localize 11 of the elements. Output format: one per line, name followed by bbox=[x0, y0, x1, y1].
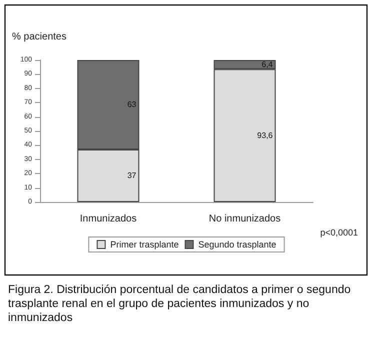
text: p<0,0001 bbox=[320, 228, 358, 238]
legend-label: Segundo trasplante bbox=[198, 240, 276, 250]
x-tick-label: Inmunizados bbox=[80, 214, 137, 224]
x-tick-label: No inmunizados bbox=[208, 214, 281, 224]
legend-label: Primer trasplante bbox=[110, 240, 179, 250]
y-axis-title: % pacientes bbox=[12, 32, 66, 42]
text: Figura 2. Distribución porcentual de candidatos a primer o segundo trasplante renal en el grupo de pacientes inmunizados y no inmunizados bbox=[8, 284, 354, 324]
data-label: 37 bbox=[127, 171, 137, 180]
data-label: 63 bbox=[127, 100, 137, 110]
data-label: 93,6 bbox=[257, 131, 274, 140]
data-label: 6,4 bbox=[262, 60, 274, 70]
